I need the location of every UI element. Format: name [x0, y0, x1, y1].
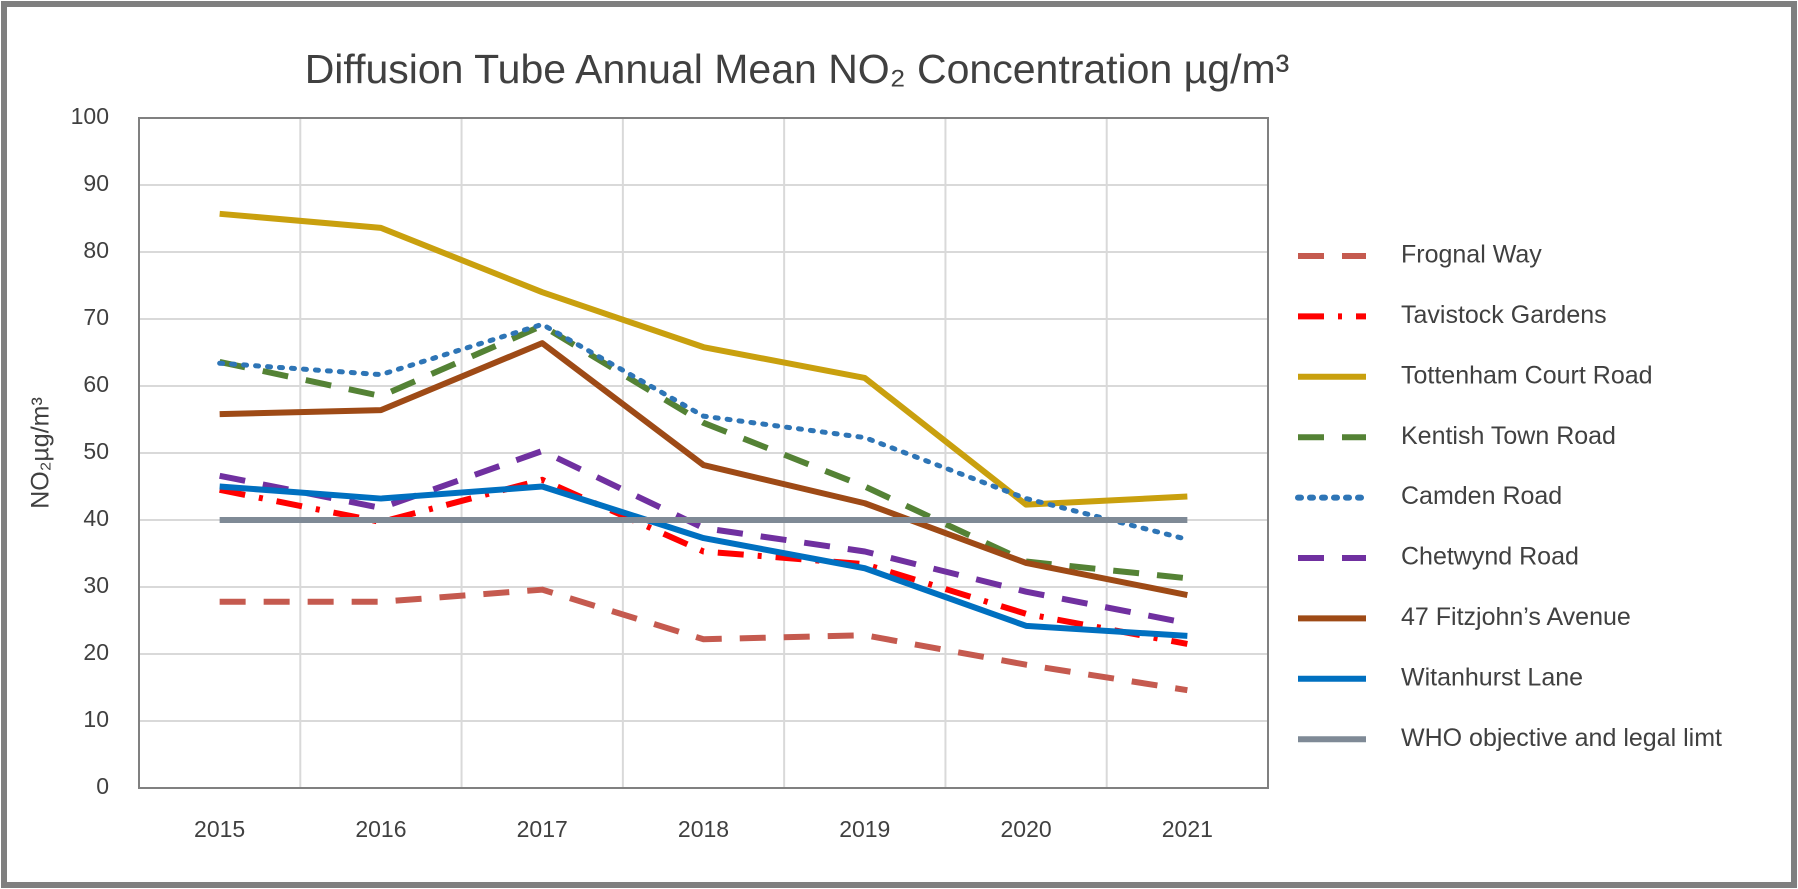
y-tick-label: 100 — [71, 103, 109, 129]
series-line — [219, 447, 1188, 627]
y-tick-label: 20 — [83, 639, 109, 665]
x-tick-label: 2019 — [839, 816, 890, 842]
x-tick-label: 2021 — [1162, 816, 1213, 842]
y-tick-label: 30 — [83, 572, 109, 598]
y-tick-label: 0 — [96, 773, 109, 799]
chart-title: Diffusion Tube Annual Mean NO₂ Concentra… — [305, 46, 1290, 92]
y-tick-label: 10 — [83, 706, 109, 732]
legend-label: Frognal Way — [1401, 241, 1542, 269]
x-tick-label: 2016 — [355, 816, 406, 842]
legend-label: WHO objective and legal limt — [1401, 724, 1722, 752]
series-line — [219, 483, 1188, 639]
legend-label: Chetwynd Road — [1401, 543, 1579, 571]
x-tick-label: 2017 — [517, 816, 568, 842]
y-tick-label: 70 — [83, 304, 109, 330]
legend-label: Tavistock Gardens — [1401, 301, 1607, 329]
y-tick-label: 40 — [83, 505, 109, 531]
y-tick-label: 60 — [83, 371, 109, 397]
legend-label: Tottenham Court Road — [1401, 361, 1653, 389]
legend-label: 47 Fitzjohn’s Avenue — [1401, 603, 1631, 631]
y-tick-label: 80 — [83, 237, 109, 263]
y-tick-label: 50 — [83, 438, 109, 464]
series-line — [219, 586, 1188, 694]
series-line — [217, 321, 1190, 542]
x-tick-label: 2018 — [678, 816, 729, 842]
series-line — [219, 340, 1188, 598]
y-tick-label: 90 — [83, 170, 109, 196]
legend-label: Camden Road — [1401, 482, 1562, 510]
x-tick-label: 2015 — [194, 816, 245, 842]
series-line — [219, 476, 1188, 647]
legend-label: Witanhurst Lane — [1401, 663, 1583, 691]
legend-label: Kentish Town Road — [1401, 422, 1616, 450]
y-axis-label: NO₂µg/m³ — [27, 397, 55, 509]
x-tick-label: 2020 — [1000, 816, 1051, 842]
series-line — [219, 210, 1188, 508]
plot-frame — [138, 117, 1269, 789]
